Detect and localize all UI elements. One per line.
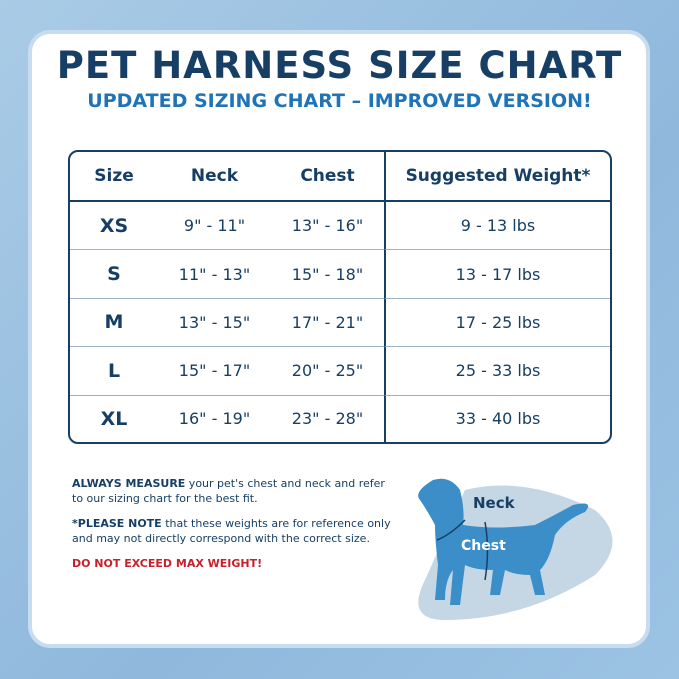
weight-cell: 33 - 40 lbs — [384, 395, 610, 442]
subtitle: UPDATED SIZING CHART – IMPROVED VERSION! — [87, 90, 592, 112]
weight-cell: 13 - 17 lbs — [384, 250, 610, 299]
neck-label: Neck — [473, 494, 516, 512]
header-chest: Chest — [271, 152, 384, 202]
table-header-row: Size Neck Chest Suggested Weight* — [70, 152, 610, 202]
size-cell: S — [70, 250, 158, 299]
note-bold: *PLEASE NOTE — [72, 517, 162, 530]
table-row: L 15" - 17" 20" - 25" 25 - 33 lbs — [70, 347, 610, 396]
size-cell: L — [70, 347, 158, 396]
dog-silhouette-icon — [418, 478, 589, 605]
weight-cell: 25 - 33 lbs — [384, 347, 610, 396]
please-note: *PLEASE NOTE that these weights are for … — [72, 516, 392, 546]
size-cell: M — [70, 299, 158, 348]
header-neck: Neck — [158, 152, 271, 202]
warning-text: DO NOT EXCEED MAX WEIGHT! — [72, 557, 263, 570]
measure-bold: ALWAYS MEASURE — [72, 477, 186, 490]
chest-cell: 13" - 16" — [271, 202, 384, 251]
neck-cell: 9" - 11" — [158, 202, 271, 251]
header-weight: Suggested Weight* — [384, 152, 610, 202]
note-text: that these weights are for reference onl… — [72, 517, 391, 545]
chest-label: Chest — [461, 538, 506, 554]
page-title: PET HARNESS SIZE CHART — [56, 44, 623, 87]
notes: ALWAYS MEASURE your pet's chest and neck… — [72, 476, 392, 581]
header-size: Size — [70, 152, 158, 202]
measure-note: ALWAYS MEASURE your pet's chest and neck… — [72, 476, 392, 506]
neck-cell: 15" - 17" — [158, 347, 271, 396]
table-row: XS 9" - 11" 13" - 16" 9 - 13 lbs — [70, 202, 610, 251]
size-cell: XS — [70, 202, 158, 251]
neck-cell: 13" - 15" — [158, 299, 271, 348]
table-row: M 13" - 15" 17" - 21" 17 - 25 lbs — [70, 298, 610, 348]
neck-cell: 16" - 19" — [178, 409, 251, 429]
size-table: Size Neck Chest Suggested Weight* XS 9" -… — [68, 150, 612, 444]
measure-text: your pet's chest and neck and refer to o… — [72, 477, 385, 505]
chest-cell: 23" - 28" — [291, 409, 364, 429]
chest-cell: 20" - 25" — [271, 347, 384, 396]
table-row: XL 16" - 19" 23" - 28" 33 - 40 lbs — [70, 395, 610, 442]
dog-measurement-diagram: Neck Chest — [418, 478, 613, 620]
table-row: S 11" - 13" 15" - 18" 13 - 17 lbs — [70, 250, 610, 299]
chest-cell: 15" - 18" — [271, 250, 384, 299]
weight-cell: 9 - 13 lbs — [384, 202, 610, 251]
size-cell: XL — [100, 407, 128, 430]
chest-cell: 17" - 21" — [271, 299, 384, 348]
neck-cell: 11" - 13" — [158, 250, 271, 299]
weight-cell: 17 - 25 lbs — [384, 298, 610, 348]
